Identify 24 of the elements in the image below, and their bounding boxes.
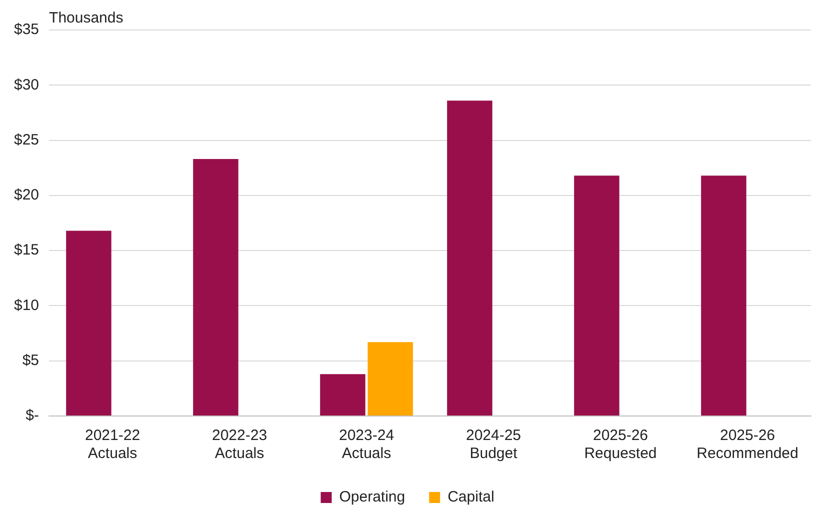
bar: [574, 176, 620, 416]
bar: [320, 374, 366, 416]
y-axis-title: Thousands: [49, 10, 124, 27]
y-tick-label: $5: [22, 352, 40, 369]
bar: [447, 100, 492, 416]
bar: [701, 176, 746, 416]
y-tick-label: $10: [14, 296, 40, 314]
x-tick-label: 2024-25 Budget: [466, 427, 522, 462]
y-tick-label: $35: [14, 21, 40, 38]
bar: [66, 230, 112, 416]
x-tick-label: 2023-24 Actuals: [338, 427, 394, 462]
y-tick-label: $-: [26, 407, 40, 424]
bar: [368, 342, 413, 416]
y-tick-label: $15: [14, 242, 40, 259]
y-tick-label: $30: [14, 76, 40, 94]
legend-label: Capital: [448, 488, 494, 506]
y-tick-label: $25: [14, 131, 40, 148]
x-tick-label: 2022-23 Actuals: [212, 427, 268, 462]
bar: [193, 159, 238, 416]
legend-label: Operating: [339, 488, 406, 506]
x-tick-label: 2025-26 Requested: [584, 427, 657, 462]
x-tick-label: 2025-26 Recommended: [696, 427, 798, 462]
y-tick-label: $20: [14, 186, 40, 204]
x-tick-label: 2021-22 Actuals: [84, 427, 140, 462]
